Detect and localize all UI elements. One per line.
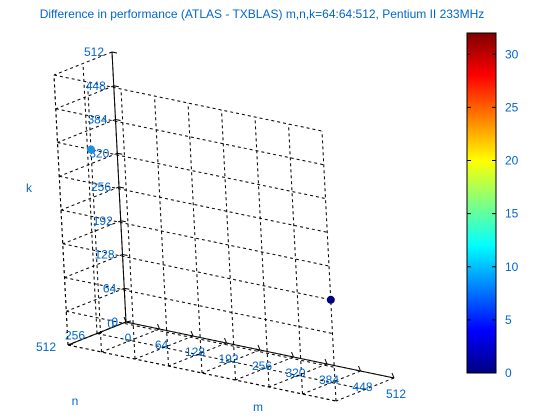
grid-line (60, 186, 120, 211)
grid-line (57, 119, 116, 143)
colorbar-tick-label: 25 (505, 100, 519, 114)
x-tick-mark (257, 344, 261, 351)
grid-line (302, 370, 361, 395)
x-tick-label: 512 (386, 387, 406, 401)
grid-line (101, 328, 160, 353)
grid-line (66, 310, 335, 368)
z-tick-label: 256 (91, 180, 111, 194)
grid-line (55, 108, 324, 166)
z-tick-label: 128 (94, 248, 114, 262)
grid-line (187, 102, 203, 374)
x-tick-label: 192 (218, 352, 238, 366)
z-tick-mark (120, 220, 126, 223)
z-tick-label: 384 (87, 113, 107, 127)
colorbar-tick-label: 0 (505, 366, 512, 380)
colorbar-tick-label: 15 (505, 207, 519, 221)
z-tick-mark (118, 186, 125, 189)
colorbar-gradient (466, 32, 497, 374)
x-tick-label: 64 (155, 338, 169, 352)
grid-line (64, 277, 333, 334)
grid-line (55, 85, 114, 110)
y-tick-mark (125, 320, 132, 323)
y-tick-label: 512 (36, 340, 56, 354)
x-tick-label: 448 (352, 380, 372, 394)
y-tick-label: 0 (107, 317, 114, 331)
x-tick-mark (190, 330, 194, 337)
grid-line (96, 333, 366, 390)
grid-line (67, 344, 337, 402)
grid-line (221, 109, 236, 381)
grid-line (288, 123, 303, 395)
z-tick-mark (117, 152, 123, 155)
z-tick-label: 192 (93, 214, 113, 228)
colorbar-tick-label: 10 (505, 260, 519, 274)
colorbar-tick-label: 5 (505, 313, 512, 327)
z-tick-label: 64 (103, 281, 117, 295)
grid-line (201, 349, 261, 374)
x-tick-mark (224, 337, 227, 344)
grid-line (235, 356, 294, 381)
x-tick-label: 256 (252, 359, 272, 373)
x-tick-label: 0 (125, 331, 132, 345)
x-tick-mark (391, 372, 395, 379)
z-tick-label: 512 (84, 45, 104, 59)
x-tick-label: 128 (185, 345, 205, 359)
chart-title: Difference in performance (ATLAS - TXBLA… (40, 7, 485, 21)
x-tick-mark (324, 358, 328, 365)
x-axis-label: m (253, 400, 263, 414)
z-tick-mark (111, 51, 118, 54)
grid-line (60, 209, 330, 267)
data-point (87, 145, 95, 154)
grid-line (64, 254, 123, 278)
grid-line (59, 152, 118, 177)
chart-data-points (87, 145, 335, 304)
grid-line (62, 220, 121, 245)
y-tick-label: 256 (65, 329, 85, 343)
data-point (326, 295, 335, 304)
x-tick-mark (358, 365, 361, 372)
z-tick-mark (115, 119, 121, 121)
z-axis-label: k (26, 181, 33, 195)
x-tick-label: 320 (285, 366, 305, 380)
colorbar: 0 5 10 15 20 25 30 (466, 32, 519, 380)
y-axis-label: n (72, 394, 79, 408)
colorbar-tick-label: 30 (505, 47, 519, 61)
z-tick-label: 0 (111, 315, 118, 329)
z-tick-mark (124, 287, 130, 290)
grid-line (66, 287, 125, 312)
grid-line (53, 51, 113, 76)
z-tick-mark (122, 254, 128, 256)
colorbar-tick-label: 20 (505, 154, 519, 168)
x-tick-label: 384 (319, 373, 339, 387)
z-tick-label: 448 (86, 79, 106, 93)
grid-line (59, 175, 328, 233)
grid-line (335, 377, 395, 402)
y-tick-mark (96, 332, 103, 334)
y-tick-mark (67, 343, 74, 346)
grid-line (53, 74, 323, 132)
z-tick-mark (113, 85, 119, 88)
x-tick-mark (157, 323, 160, 330)
grid-line (57, 142, 326, 199)
grid-line (62, 243, 331, 301)
chart-axes (67, 51, 395, 379)
x-tick-mark (123, 316, 127, 323)
x-tick-mark (291, 351, 294, 358)
